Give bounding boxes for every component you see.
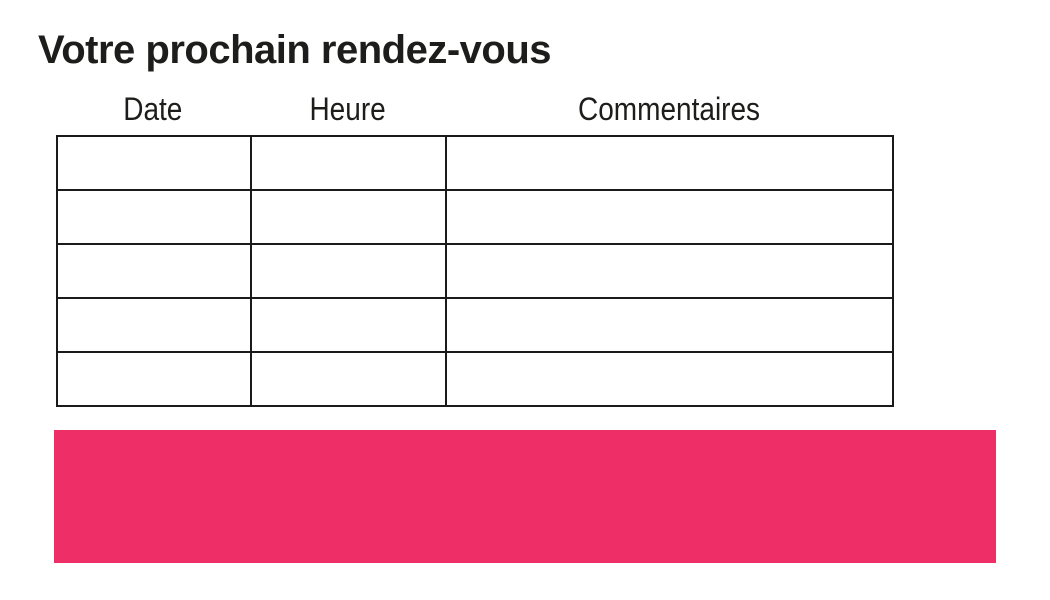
table-cell (447, 299, 892, 351)
table-header-row: Date Heure Commentaires (56, 92, 894, 126)
table-cell (58, 137, 250, 189)
appointments-table (56, 135, 894, 407)
table-cell (252, 191, 445, 243)
table-cell (252, 245, 445, 297)
table-cell (58, 191, 250, 243)
accent-band (54, 430, 996, 563)
table-cell (58, 299, 250, 351)
column-header-commentaires: Commentaires (445, 92, 894, 126)
column-header-label: Heure (309, 91, 386, 127)
table-cell (252, 353, 445, 405)
table-cell (447, 137, 892, 189)
table-cell (447, 353, 892, 405)
table-cell (252, 299, 445, 351)
table-cell (252, 137, 445, 189)
page-title: Votre prochain rendez-vous (38, 28, 552, 72)
table-cell (447, 191, 892, 243)
column-header-date: Date (56, 92, 250, 126)
column-header-label: Date (123, 91, 183, 127)
table-cell (447, 245, 892, 297)
table-cell (58, 245, 250, 297)
column-header-label: Commentaires (578, 91, 761, 127)
column-header-heure: Heure (250, 92, 445, 126)
table-cell (58, 353, 250, 405)
